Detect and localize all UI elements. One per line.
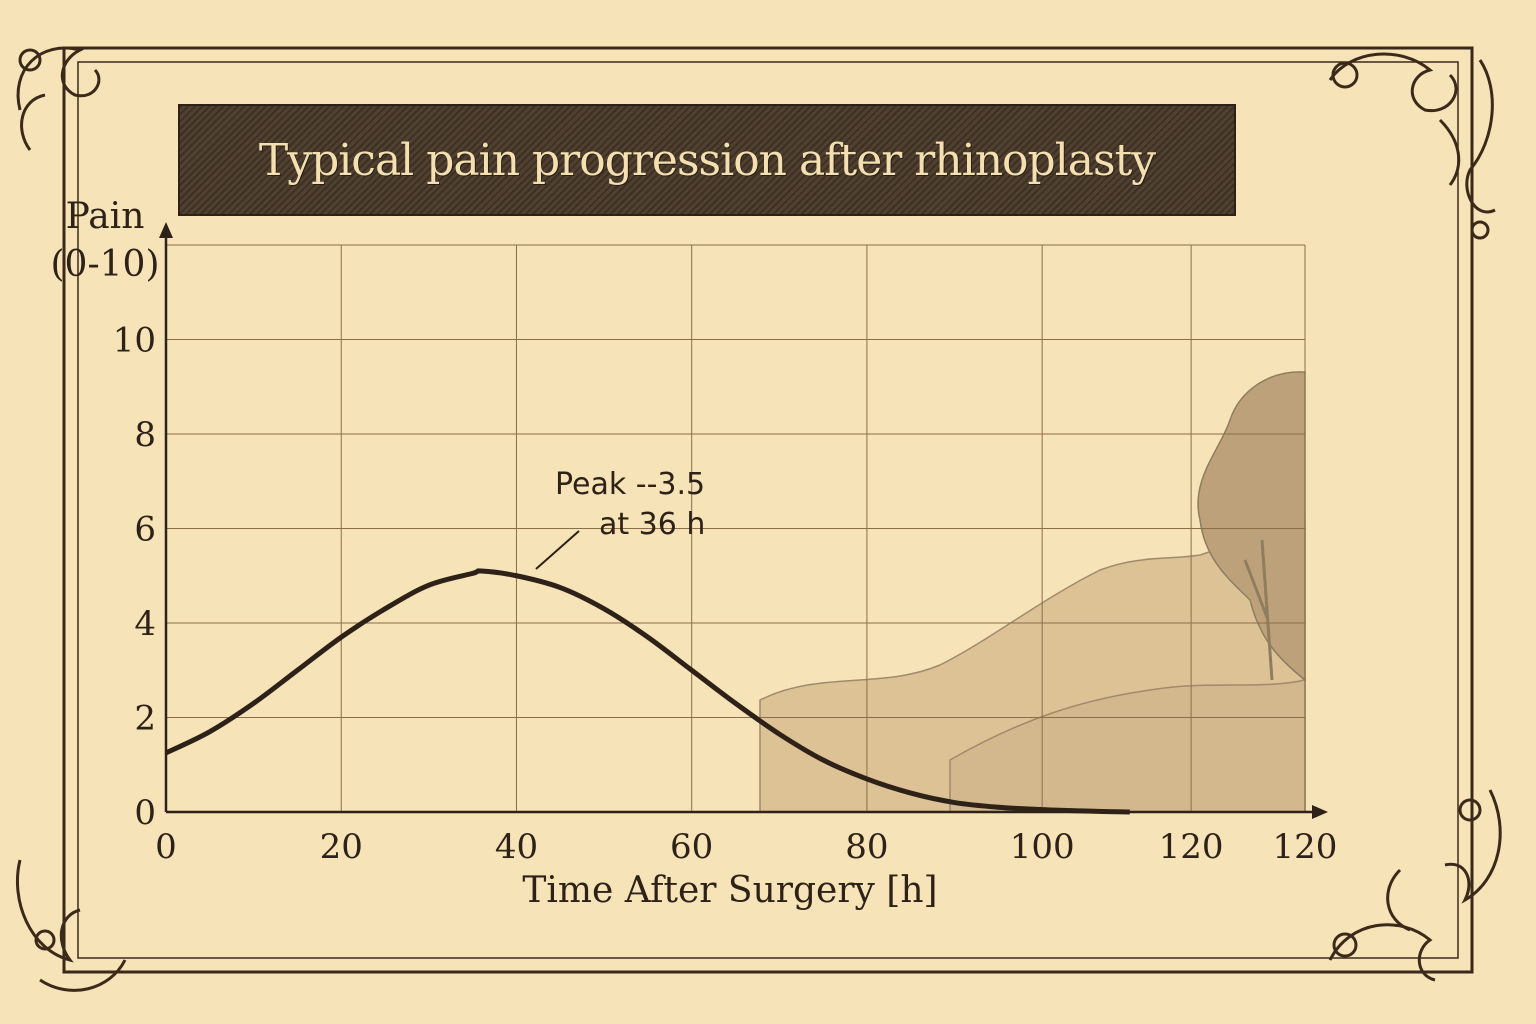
tree-trunk (1243, 539, 1274, 681)
y-tick-label: 0 (134, 793, 156, 833)
corner-ornament-bottom-left (15, 859, 127, 992)
peak-annotation-line2: at 36 h (599, 507, 706, 542)
peak-annotation-line1: Peak --3.5 (555, 467, 706, 502)
y-tick-labels: 0 2 4 6 8 10 (113, 321, 156, 834)
corner-ornament-top-right (1328, 52, 1496, 240)
y-axis-label-line1: Pain (65, 196, 145, 237)
chart-title: Typical pain progression after rhinoplas… (258, 134, 1156, 186)
y-tick-label: 2 (134, 699, 156, 739)
landscape-foreground (949, 679, 1306, 813)
x-tick-label: 120 (1159, 827, 1224, 867)
y-axis-arrow (159, 222, 173, 238)
y-tick-label: 8 (134, 415, 156, 455)
landscape-illustration (759, 371, 1306, 813)
x-tick-labels: 0 20 40 60 80 100 120 120 (155, 827, 1337, 867)
x-axis-label: Time After Surgery [h] (522, 870, 938, 911)
peak-annotation-arrow (535, 530, 580, 570)
x-tick-label: 60 (670, 827, 713, 867)
y-axis-label-line2: (0-10) (50, 244, 160, 285)
y-tick-label: 6 (134, 510, 156, 550)
x-tick-label: 40 (495, 827, 538, 867)
x-tick-label: 0 (155, 827, 177, 867)
y-tick-label: 4 (134, 604, 156, 644)
corner-ornament-bottom-right (1328, 789, 1502, 982)
x-tick-label: 120 (1273, 827, 1338, 867)
x-tick-label: 80 (845, 827, 888, 867)
corner-ornament-top-left (16, 46, 101, 151)
chart-title-banner: Typical pain progression after rhinoplas… (178, 104, 1236, 216)
peak-annotation: Peak --3.5 at 36 h (555, 465, 745, 545)
y-axis-label: Pain (0-10) (40, 193, 170, 289)
pain-curve-line (164, 568, 1130, 815)
y-tick-label: 10 (113, 321, 156, 361)
x-tick-label: 20 (320, 827, 363, 867)
x-axis-arrow (1312, 805, 1328, 819)
x-tick-label: 100 (1010, 827, 1075, 867)
